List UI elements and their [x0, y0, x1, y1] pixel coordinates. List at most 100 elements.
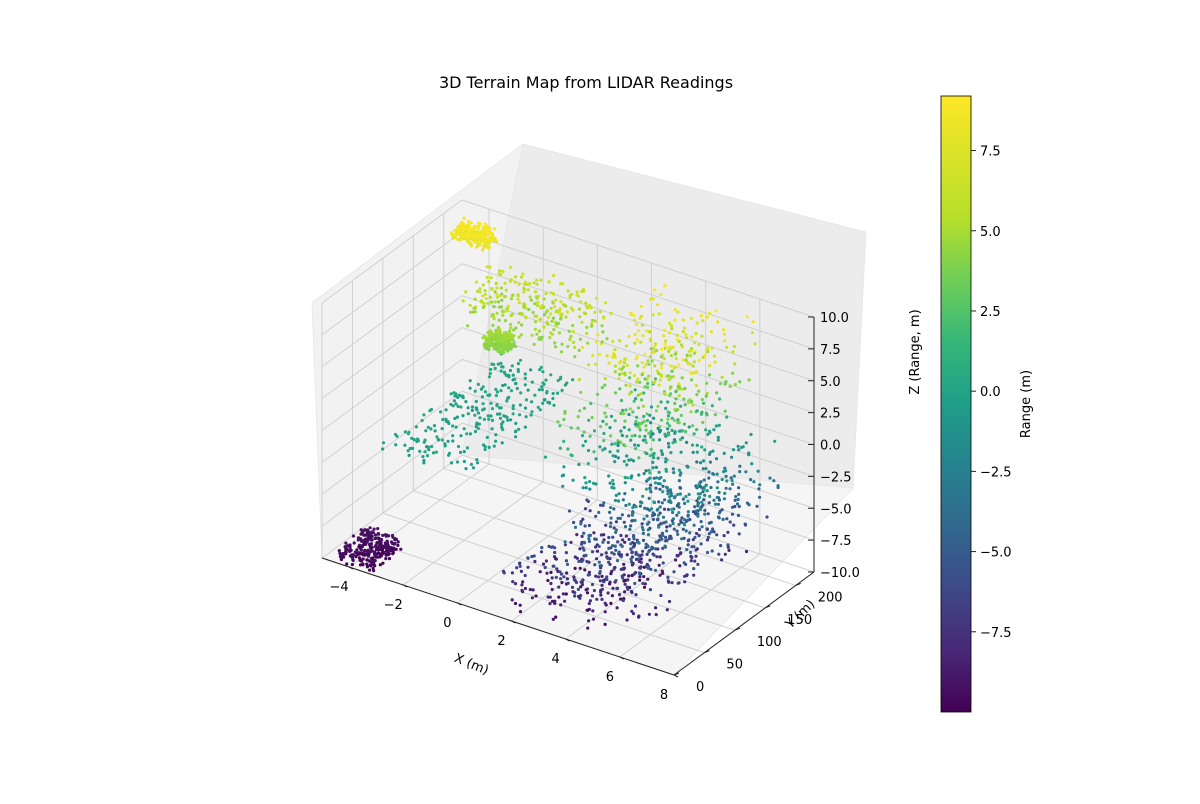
lidar-point	[673, 352, 678, 356]
lidar-point	[499, 361, 503, 365]
lidar-point	[616, 441, 620, 445]
lidar-point	[567, 329, 571, 333]
lidar-point	[687, 538, 691, 542]
lidar-point	[652, 416, 656, 420]
lidar-point	[391, 551, 395, 555]
lidar-point	[430, 444, 434, 449]
lidar-point	[561, 592, 566, 596]
lidar-point	[607, 474, 611, 478]
lidar-point	[661, 490, 665, 494]
grid-line-z-left	[321, 199, 463, 304]
lidar-point	[595, 557, 599, 561]
lidar-point	[587, 619, 591, 623]
lidar-point	[733, 362, 737, 366]
lidar-point	[686, 499, 690, 503]
lidar-point	[573, 345, 577, 349]
lidar-point	[542, 297, 546, 301]
lidar-point	[508, 279, 512, 283]
grid-line-x-floor	[457, 499, 598, 604]
lidar-point	[513, 344, 518, 348]
lidar-point	[540, 303, 545, 308]
lidar-point	[680, 436, 685, 440]
colorbar-tick-label: 5.0	[980, 225, 1001, 240]
lidar-point	[686, 514, 690, 518]
lidar-point	[625, 463, 629, 467]
lidar-point	[601, 419, 605, 423]
lidar-point	[651, 297, 655, 301]
lidar-point	[633, 542, 637, 546]
lidar-point	[664, 339, 668, 343]
y-tick-label: 100	[757, 635, 782, 650]
lidar-point	[671, 521, 675, 526]
lidar-point	[482, 304, 486, 308]
lidar-point	[686, 518, 690, 522]
lidar-point	[538, 317, 543, 321]
lidar-point	[744, 441, 748, 445]
lidar-point	[351, 534, 355, 538]
lidar-point	[683, 523, 687, 527]
lidar-point	[475, 289, 479, 293]
lidar-point	[655, 508, 659, 512]
lidar-point	[591, 481, 596, 485]
lidar-point	[508, 329, 512, 333]
lidar-point	[656, 426, 660, 430]
lidar-point	[645, 552, 649, 557]
lidar-point	[634, 505, 638, 509]
lidar-point	[554, 298, 558, 302]
lidar-point	[529, 413, 533, 417]
lidar-point	[590, 415, 594, 420]
lidar-point	[669, 364, 673, 368]
grid-line-x-floor	[619, 553, 761, 658]
lidar-point	[491, 314, 496, 318]
lidar-point	[465, 446, 470, 450]
lidar-point	[691, 424, 695, 428]
lidar-point	[555, 567, 559, 571]
lidar-point	[658, 505, 662, 509]
lidar-point	[639, 304, 644, 308]
lidar-point	[597, 544, 601, 549]
lidar-point	[642, 585, 647, 589]
lidar-point	[580, 289, 584, 294]
lidar-point	[378, 563, 382, 567]
lidar-point	[616, 516, 620, 520]
lidar-point	[557, 585, 561, 589]
lidar-point	[680, 537, 684, 541]
lidar-point	[707, 501, 711, 505]
lidar-point	[628, 371, 632, 375]
lidar-point	[588, 599, 593, 603]
lidar-point	[455, 415, 459, 419]
lidar-point	[371, 566, 375, 570]
lidar-point	[648, 413, 652, 417]
lidar-point	[478, 231, 482, 235]
lidar-point	[658, 555, 662, 559]
lidar-point	[704, 483, 708, 487]
lidar-point	[617, 377, 621, 381]
lidar-point	[451, 434, 455, 438]
lidar-point	[639, 392, 643, 396]
lidar-point	[660, 531, 665, 535]
y-tick-mark	[673, 672, 680, 676]
lidar-point	[606, 556, 610, 561]
lidar-point	[701, 467, 705, 471]
lidar-point	[532, 342, 536, 346]
lidar-point	[552, 273, 556, 278]
lidar-point	[496, 300, 501, 304]
colorbar-tick-label: −7.5	[980, 626, 1012, 641]
lidar-point	[424, 429, 428, 433]
lidar-point	[647, 612, 652, 616]
lidar-point	[695, 443, 699, 447]
lidar-point	[550, 599, 555, 603]
lidar-point	[600, 340, 604, 344]
lidar-point	[584, 553, 588, 557]
lidar-point	[472, 226, 476, 230]
lidar-point	[648, 330, 652, 334]
lidar-point	[346, 544, 350, 548]
lidar-point	[700, 410, 704, 414]
lidar-point	[667, 445, 671, 449]
lidar-point	[740, 445, 744, 449]
lidar-point	[604, 551, 608, 555]
z-tick-label: −7.5	[820, 534, 852, 549]
lidar-point	[645, 329, 649, 333]
lidar-point	[629, 547, 633, 551]
lidar-point	[559, 603, 563, 607]
